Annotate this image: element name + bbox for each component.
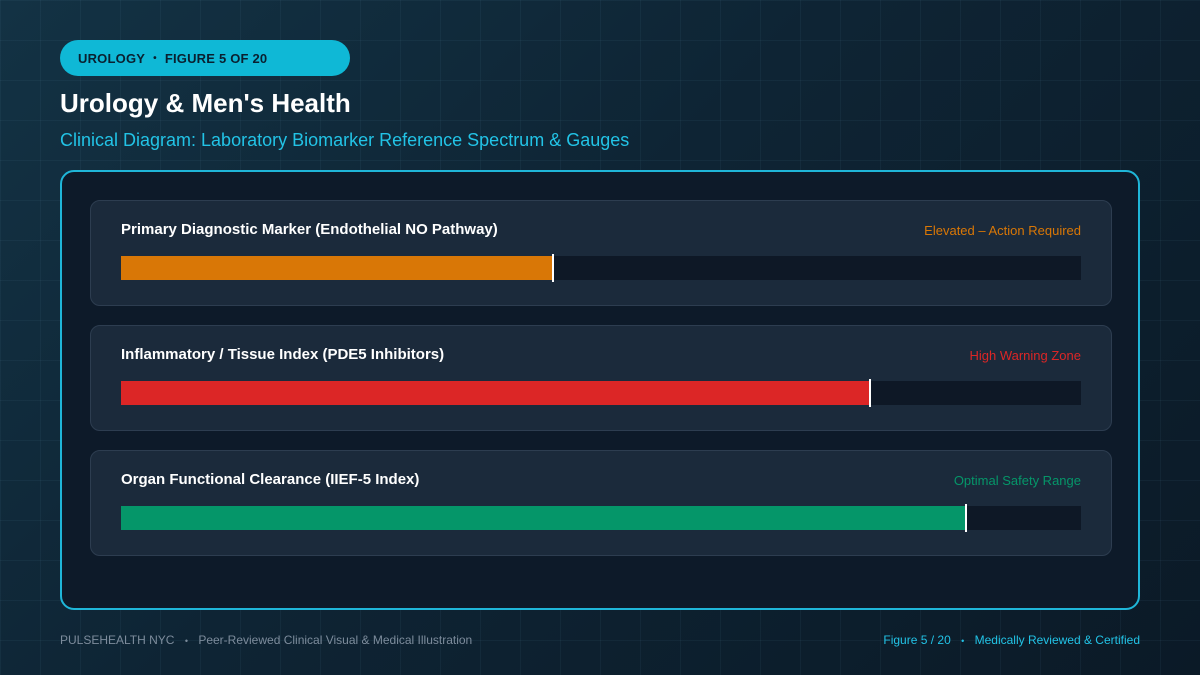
separator-dot: •	[184, 636, 188, 646]
separator-dot: •	[153, 52, 157, 64]
gauge-track	[121, 379, 1081, 407]
page-subtitle: Clinical Diagram: Laboratory Biomarker R…	[60, 130, 630, 150]
separator-dot: •	[961, 636, 965, 646]
category-label: UROLOGY	[78, 50, 146, 66]
gauge-label: Primary Diagnostic Marker (Endothelial N…	[121, 221, 498, 238]
gauge-track	[121, 254, 1081, 282]
footer-certification: Medically Reviewed & Certified	[974, 633, 1140, 647]
page-title: Urology & Men's Health	[60, 88, 351, 118]
footer-brand-line: PULSEHEALTH NYC • Peer-Reviewed Clinical…	[60, 633, 472, 647]
gauge-status: High Warning Zone	[969, 348, 1081, 363]
gauge-label: Inflammatory / Tissue Index (PDE5 Inhibi…	[121, 346, 445, 363]
gauge-fill	[121, 506, 966, 530]
gauge-status: Elevated – Action Required	[924, 223, 1081, 238]
gauge-label: Organ Functional Clearance (IIEF-5 Index…	[121, 471, 420, 488]
gauge-status: Optimal Safety Range	[953, 473, 1081, 488]
gauge-track	[121, 504, 1081, 532]
footer-note: Peer-Reviewed Clinical Visual & Medical …	[198, 633, 473, 647]
category-badge: UROLOGY • FIGURE 5 OF 20	[60, 40, 350, 76]
gauge-panel: Primary Diagnostic Marker (Endothelial N…	[60, 170, 1140, 610]
footer-figure-line: Figure 5 / 20 • Medically Reviewed & Cer…	[883, 633, 1140, 647]
figure-label: FIGURE 5 OF 20	[164, 50, 268, 66]
gauge-fill	[121, 256, 553, 280]
gauge-marker	[868, 379, 871, 407]
gauge-card-primary: Primary Diagnostic Marker (Endothelial N…	[90, 200, 1112, 306]
footer-figure: Figure 5 / 20	[883, 633, 951, 647]
gauge-marker	[552, 254, 554, 282]
footer-brand: PULSEHEALTH NYC	[60, 633, 175, 647]
gauge-card-clearance: Organ Functional Clearance (IIEF-5 Index…	[90, 450, 1112, 556]
gauge-marker	[964, 504, 967, 532]
gauge-card-inflammatory: Inflammatory / Tissue Index (PDE5 Inhibi…	[90, 325, 1112, 431]
gauge-fill	[121, 381, 870, 405]
